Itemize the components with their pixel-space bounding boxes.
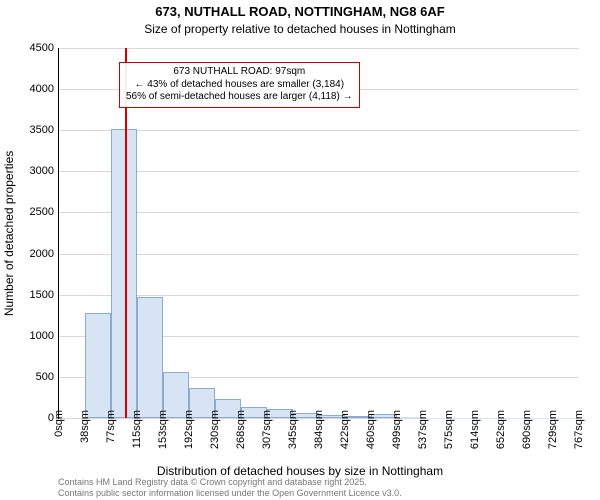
x-tick-label: 575sqm — [443, 410, 455, 449]
annotation-box: 673 NUTHALL ROAD: 97sqm← 43% of detached… — [119, 62, 360, 108]
x-tick-label: 729sqm — [547, 410, 559, 449]
y-tick-label: 4000 — [14, 83, 54, 95]
y-tick-label: 500 — [14, 371, 54, 383]
x-tick-label: 153sqm — [157, 410, 169, 449]
x-tick-label: 345sqm — [287, 410, 299, 449]
y-tick-label: 0 — [14, 412, 54, 424]
annotation-line: 673 NUTHALL ROAD: 97sqm — [126, 66, 353, 79]
x-tick-label: 192sqm — [183, 410, 195, 449]
annotation-line: ← 43% of detached houses are smaller (3,… — [126, 79, 353, 92]
chart-subtitle: Size of property relative to detached ho… — [0, 22, 600, 36]
gridline — [59, 130, 579, 131]
y-tick-label: 4500 — [14, 42, 54, 54]
y-tick-label: 2000 — [14, 248, 54, 260]
footnote-line2: Contains public sector information licen… — [58, 488, 402, 498]
chart-title: 673, NUTHALL ROAD, NOTTINGHAM, NG8 6AF — [0, 4, 600, 19]
footnote-line1: Contains HM Land Registry data © Crown c… — [58, 477, 402, 487]
y-tick-label: 1500 — [14, 289, 54, 301]
y-tick-label: 3000 — [14, 165, 54, 177]
y-tick-label: 2500 — [14, 206, 54, 218]
x-tick-label: 767sqm — [573, 410, 585, 449]
x-axis-label: Distribution of detached houses by size … — [0, 464, 600, 478]
histogram-bar — [85, 313, 111, 418]
x-tick-label: 268sqm — [235, 410, 247, 449]
x-tick-label: 115sqm — [131, 410, 143, 448]
x-tick-label: 537sqm — [417, 410, 429, 449]
gridline — [59, 48, 579, 49]
x-tick-label: 422sqm — [339, 410, 351, 449]
x-tick-label: 460sqm — [365, 410, 377, 449]
x-tick-label: 614sqm — [469, 410, 481, 449]
histogram-bar — [137, 297, 163, 418]
x-tick-label: 499sqm — [391, 410, 403, 449]
plot-area: 0500100015002000250030003500400045000sqm… — [58, 48, 579, 419]
x-tick-label: 690sqm — [521, 410, 533, 449]
gridline — [59, 171, 579, 172]
gridline — [59, 212, 579, 213]
y-tick-label: 3500 — [14, 124, 54, 136]
annotation-line: 56% of semi-detached houses are larger (… — [126, 91, 353, 104]
x-tick-label: 0sqm — [53, 410, 65, 437]
chart-container: 673, NUTHALL ROAD, NOTTINGHAM, NG8 6AF S… — [0, 0, 600, 500]
gridline — [59, 254, 579, 255]
x-tick-label: 384sqm — [313, 410, 325, 449]
y-tick-label: 1000 — [14, 330, 54, 342]
x-tick-label: 77sqm — [105, 410, 117, 443]
footnote: Contains HM Land Registry data © Crown c… — [58, 477, 402, 498]
x-tick-label: 230sqm — [209, 410, 221, 449]
x-tick-label: 38sqm — [79, 410, 91, 443]
x-tick-label: 307sqm — [261, 410, 273, 449]
gridline — [59, 295, 579, 296]
x-tick-label: 652sqm — [495, 410, 507, 449]
